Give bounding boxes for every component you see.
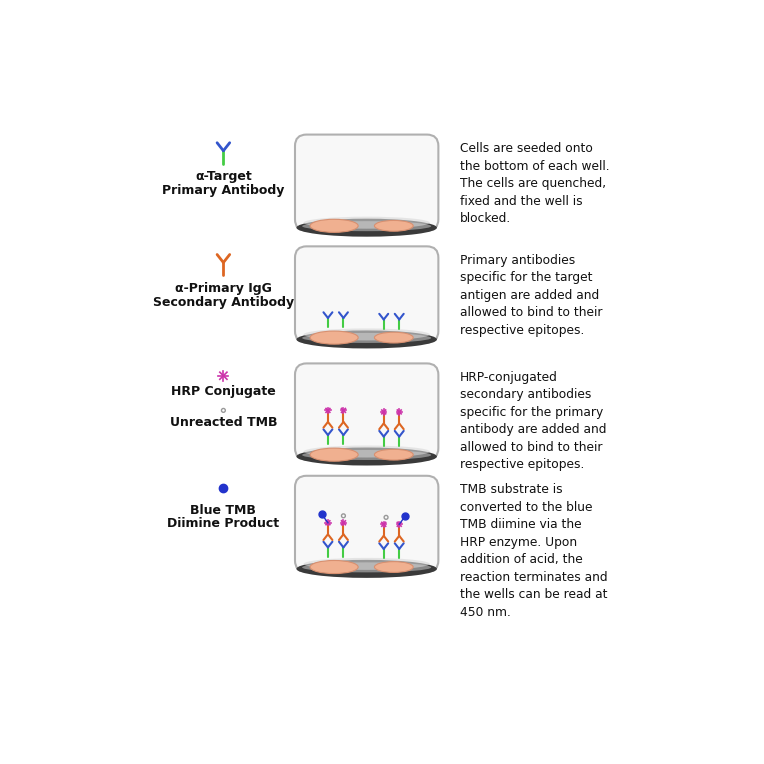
Ellipse shape	[303, 329, 430, 341]
Ellipse shape	[303, 221, 431, 231]
Text: α-Primary IgG: α-Primary IgG	[175, 282, 272, 295]
Ellipse shape	[303, 558, 430, 570]
Ellipse shape	[296, 331, 437, 348]
Text: HRP Conjugate: HRP Conjugate	[171, 385, 276, 398]
Ellipse shape	[296, 560, 437, 578]
Text: Blue TMB: Blue TMB	[190, 503, 257, 516]
Ellipse shape	[374, 221, 413, 231]
Ellipse shape	[310, 448, 358, 461]
FancyBboxPatch shape	[295, 476, 439, 572]
Ellipse shape	[374, 562, 413, 572]
Ellipse shape	[374, 332, 413, 343]
Ellipse shape	[303, 562, 431, 572]
FancyBboxPatch shape	[295, 246, 439, 342]
Ellipse shape	[310, 561, 358, 574]
Ellipse shape	[310, 331, 358, 344]
FancyBboxPatch shape	[295, 364, 439, 459]
Text: Cells are seeded onto
the bottom of each well.
The cells are quenched,
fixed and: Cells are seeded onto the bottom of each…	[460, 142, 609, 225]
Text: Diimine Product: Diimine Product	[167, 517, 280, 530]
Text: α-Target: α-Target	[195, 170, 252, 183]
Text: HRP-conjugated
secondary antibodies
specific for the primary
antibody are added : HRP-conjugated secondary antibodies spec…	[460, 371, 606, 471]
Ellipse shape	[296, 219, 437, 237]
Ellipse shape	[303, 450, 431, 460]
FancyBboxPatch shape	[295, 134, 439, 231]
Ellipse shape	[303, 445, 430, 458]
Text: Primary antibodies
specific for the target
antigen are added and
allowed to bind: Primary antibodies specific for the targ…	[460, 254, 602, 337]
Text: Unreacted TMB: Unreacted TMB	[170, 416, 277, 429]
Text: Primary Antibody: Primary Antibody	[162, 184, 284, 197]
Ellipse shape	[310, 219, 358, 232]
Ellipse shape	[296, 448, 437, 465]
Ellipse shape	[303, 333, 431, 343]
Text: Secondary Antibody: Secondary Antibody	[153, 296, 294, 309]
Ellipse shape	[303, 217, 430, 228]
Text: TMB substrate is
converted to the blue
TMB diimine via the
HRP enzyme. Upon
addi: TMB substrate is converted to the blue T…	[460, 484, 607, 619]
Ellipse shape	[374, 449, 413, 460]
